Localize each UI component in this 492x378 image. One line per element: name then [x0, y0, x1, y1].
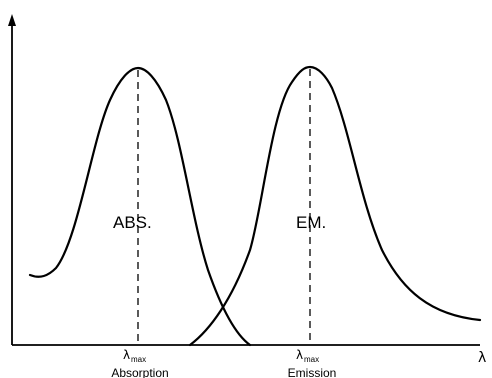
emission-curve [188, 65, 482, 347]
x-axis-label: λ [478, 350, 486, 366]
emission-lambda-symbol: λ [296, 348, 303, 362]
absorption-lambda-symbol: λ [123, 348, 130, 362]
emission-caption: Emission [288, 366, 337, 378]
emission-band-label: EM. [296, 213, 326, 232]
absorption-lambda-subscript: max [131, 355, 146, 364]
y-axis-arrowhead [8, 14, 16, 26]
absorption-curve [28, 66, 252, 347]
emission-lambda-subscript: max [304, 355, 319, 364]
absorption-band-label: ABS. [113, 213, 152, 232]
absorption-caption: Absorption [111, 366, 168, 378]
